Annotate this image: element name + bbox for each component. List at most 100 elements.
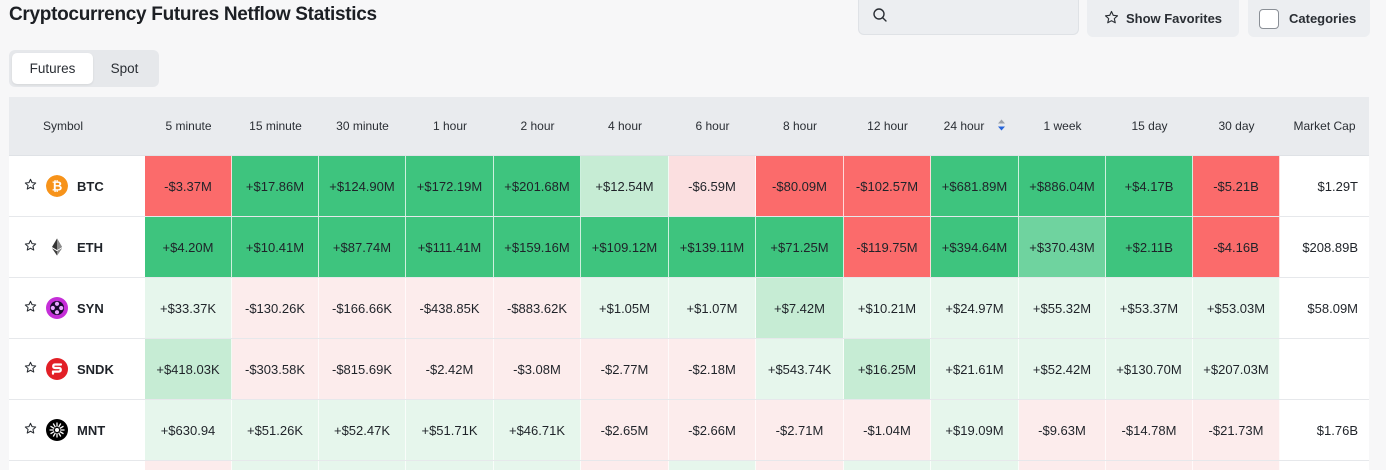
netflow-15-minute: -$130.26K <box>232 278 319 338</box>
netflow-15-minute <box>232 461 319 470</box>
netflow-1-hour <box>406 461 494 470</box>
market-type-tabs: Futures Spot <box>9 50 159 87</box>
favorite-star-icon[interactable] <box>24 300 37 316</box>
header-label: 15 day <box>1131 119 1168 133</box>
netflow-15-day: -$14.78M <box>1106 400 1193 460</box>
header-8-hour[interactable]: 8 hour <box>756 97 844 155</box>
netflow-30-day <box>1193 461 1280 470</box>
search-icon <box>872 7 888 28</box>
netflow-1-week <box>1019 461 1106 470</box>
table-row-sndk[interactable]: SNDK +$418.03K -$303.58K -$815.69K -$2.42M -$… <box>9 339 1369 400</box>
header-label: Symbol <box>43 119 84 133</box>
netflow-6-hour: -$2.66M <box>669 400 756 460</box>
netflow-2-hour: +$46.71K <box>494 400 581 460</box>
header-4-hour[interactable]: 4 hour <box>581 97 669 155</box>
netflow-12-hour: -$119.75M <box>844 217 931 277</box>
favorite-star-icon[interactable] <box>24 239 37 255</box>
categories-checkbox[interactable] <box>1259 8 1279 29</box>
header-5-minute[interactable]: 5 minute <box>145 97 232 155</box>
header-12-hour[interactable]: 12 hour <box>844 97 931 155</box>
netflow-30-minute: -$815.69K <box>319 339 406 399</box>
table-row-syn[interactable]: SYN +$33.37K -$130.26K -$166.66K -$438.85K -$… <box>9 278 1369 339</box>
netflow-30-day: -$4.16B <box>1193 217 1280 277</box>
netflow-12-hour: -$102.57M <box>844 156 931 216</box>
netflow-12-hour: +$10.21M <box>844 278 931 338</box>
netflow-5-minute: +$33.37K <box>145 278 232 338</box>
categories-button[interactable]: Categories <box>1248 0 1370 37</box>
netflow-15-minute: +$51.26K <box>232 400 319 460</box>
header-1-week[interactable]: 1 week <box>1019 97 1106 155</box>
market-cap: $1.76B <box>1280 400 1369 460</box>
netflow-6-hour: +$1.07M <box>669 278 756 338</box>
header-24-hour[interactable]: 24 hour <box>931 97 1019 155</box>
header-15-day[interactable]: 15 day <box>1106 97 1193 155</box>
header-30-day[interactable]: 30 day <box>1193 97 1280 155</box>
netflow-1-week: -$9.63M <box>1019 400 1106 460</box>
header-1-hour[interactable]: 1 hour <box>406 97 494 155</box>
table-row-btc[interactable]: ₿ BTC -$3.37M +$17.86M +$124.90M +$172.19M +$2… <box>9 156 1369 217</box>
netflow-30-day: -$21.73M <box>1193 400 1280 460</box>
symbol-label[interactable]: SNDK <box>77 361 114 377</box>
netflow-15-day: +$2.11B <box>1106 217 1193 277</box>
netflow-12-hour: -$1.04M <box>844 400 931 460</box>
netflow-5-minute: -$3.37M <box>145 156 232 216</box>
netflow-1-week: +$55.32M <box>1019 278 1106 338</box>
market-cap: $58.09M <box>1280 278 1369 338</box>
table-row-mnt[interactable]: MNT +$630.94 +$51.26K +$52.47K +$51.71K +$46.… <box>9 400 1369 461</box>
header-6-hour[interactable]: 6 hour <box>669 97 756 155</box>
symbol-cell: SYN <box>9 278 145 338</box>
netflow-8-hour <box>756 461 844 470</box>
favorite-star-icon[interactable] <box>24 422 37 438</box>
netflow-4-hour: +$12.54M <box>581 156 669 216</box>
market-cap: $208.89B <box>1280 217 1369 277</box>
netflow-15-minute: +$10.41M <box>232 217 319 277</box>
netflow-1-week: +$886.04M <box>1019 156 1106 216</box>
bitcoin-icon: ₿ <box>46 175 68 197</box>
netflow-4-hour <box>581 461 669 470</box>
netflow-30-minute: +$87.74M <box>319 217 406 277</box>
tab-spot[interactable]: Spot <box>110 61 139 76</box>
symbol-cell: SNDK <box>9 339 145 399</box>
symbol-label[interactable]: SYN <box>77 300 104 316</box>
netflow-4-hour: -$2.65M <box>581 400 669 460</box>
header-label: 24 hour <box>943 119 985 133</box>
netflow-1-hour: -$2.42M <box>406 339 494 399</box>
netflow-24-hour: +$24.97M <box>931 278 1019 338</box>
symbol-label[interactable]: BTC <box>77 178 104 194</box>
symbol-label[interactable]: MNT <box>77 422 106 438</box>
show-favorites-button[interactable]: Show Favorites <box>1087 0 1239 37</box>
symbol-label[interactable]: ETH <box>77 239 103 255</box>
header-symbol[interactable]: Symbol <box>9 97 145 155</box>
symbol-cell: ETH <box>9 217 145 277</box>
header-30-minute[interactable]: 30 minute <box>319 97 406 155</box>
favorite-star-icon[interactable] <box>24 178 37 194</box>
netflow-2-hour <box>494 461 581 470</box>
header-15-minute[interactable]: 15 minute <box>232 97 319 155</box>
favorite-star-icon[interactable] <box>24 361 37 377</box>
netflow-24-hour: +$19.09M <box>931 400 1019 460</box>
search-box[interactable] <box>858 0 1079 35</box>
netflow-1-hour: +$172.19M <box>406 156 494 216</box>
netflow-15-day: +$130.70M <box>1106 339 1193 399</box>
netflow-5-minute: +$630.94 <box>145 400 232 460</box>
tab-futures[interactable]: Futures <box>12 53 93 84</box>
netflow-12-hour: +$16.25M <box>844 339 931 399</box>
netflow-5-minute: +$4.20M <box>145 217 232 277</box>
table-row-eth[interactable]: ETH +$4.20M +$10.41M +$87.74M +$111.41M +$159… <box>9 217 1369 278</box>
table-row-partial <box>9 461 1369 470</box>
netflow-1-hour: +$51.71K <box>406 400 494 460</box>
netflow-2-hour: -$3.08M <box>494 339 581 399</box>
sort-icon[interactable] <box>984 119 1006 134</box>
ethereum-icon <box>46 236 68 258</box>
header-market-cap[interactable]: Market Cap <box>1280 97 1369 155</box>
star-outline-icon <box>1104 10 1119 28</box>
search-input[interactable] <box>896 9 1066 25</box>
header-2-hour[interactable]: 2 hour <box>494 97 581 155</box>
header-label: 1 week <box>1043 119 1082 133</box>
netflow-6-hour <box>669 461 756 470</box>
netflow-8-hour: +$71.25M <box>756 217 844 277</box>
header-label: 2 hour <box>520 119 555 133</box>
netflow-6-hour: +$139.11M <box>669 217 756 277</box>
netflow-15-day: +$4.17B <box>1106 156 1193 216</box>
market-cap <box>1280 339 1369 399</box>
